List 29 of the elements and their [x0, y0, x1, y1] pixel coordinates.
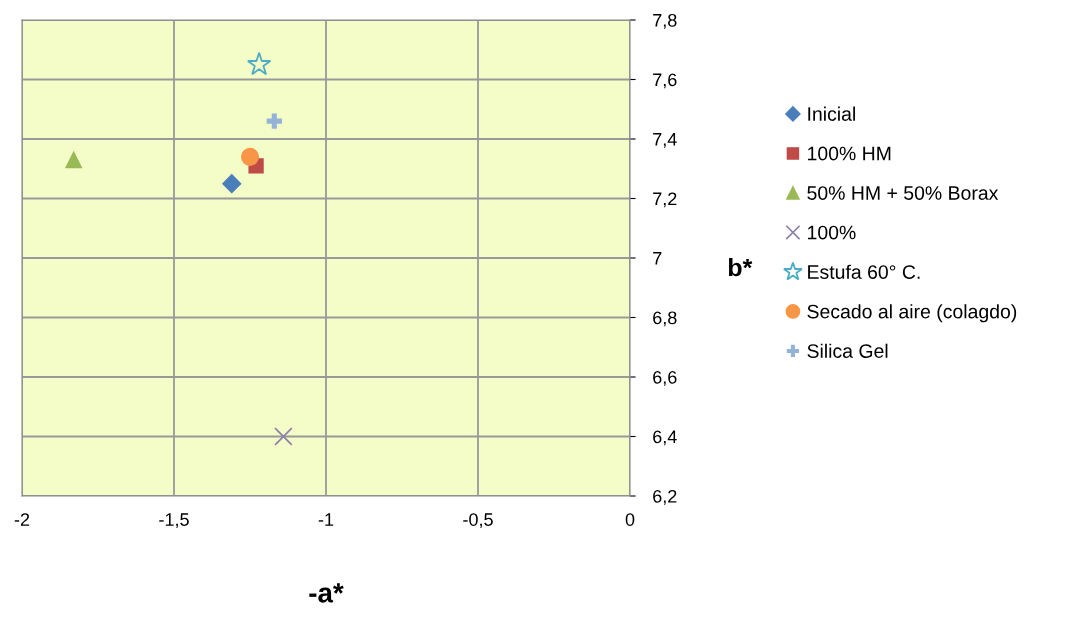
y-tick-label: 6,4 [653, 430, 677, 446]
legend-label: 100% HM [808, 146, 891, 161]
point [65, 151, 83, 169]
point [246, 51, 272, 76]
y-tick-label: 7,2 [653, 192, 677, 208]
point [274, 427, 293, 446]
legend-label: Silica Gel [807, 343, 888, 358]
point [222, 174, 242, 194]
legend-label: 100% [808, 225, 856, 240]
y-tick-label: 6,6 [653, 370, 677, 386]
point [266, 113, 282, 129]
y-tick-label: 7,4 [653, 133, 677, 148]
y-tick-label: 6,8 [653, 311, 677, 327]
x-tick-label: 0 [625, 513, 635, 526]
y-tick-label: 7 [653, 252, 662, 265]
y-tick-label: 7,6 [653, 73, 677, 89]
y-axis-title: b* [728, 258, 753, 277]
y-tick-label: 6,2 [653, 489, 677, 505]
legend-label: Secado al aire (colagdo) [807, 304, 1017, 323]
x-tick-label: -0,5 [463, 513, 493, 529]
legend-label: Inicial [808, 106, 855, 121]
legend-label: Estufa 60° C. [808, 264, 920, 279]
x-tick-label: -1,5 [159, 513, 189, 529]
legend-label: 50% HM + 50% Borax [807, 186, 999, 200]
y-tick-label: 7,8 [653, 13, 677, 29]
x-axis-title: -a* [309, 583, 344, 603]
x-tick-label: -2 [14, 513, 30, 526]
point [240, 147, 260, 166]
x-tick-label: -1 [318, 513, 334, 526]
